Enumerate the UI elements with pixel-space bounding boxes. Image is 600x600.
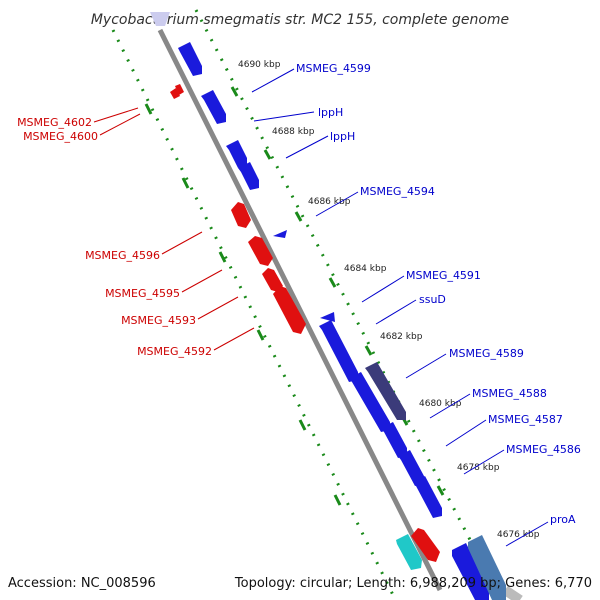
tick-label-4680: 4680 kbp — [419, 399, 462, 409]
gene-lppH-1[interactable] — [201, 90, 226, 124]
gene-label-msmeg-4602[interactable]: MSMEG_4602 — [17, 116, 92, 129]
gene-label-msmeg-4588[interactable]: MSMEG_4588 — [472, 387, 547, 400]
gene-msmeg-4594[interactable] — [273, 230, 287, 238]
gene-proA[interactable] — [468, 535, 506, 600]
gene-msmeg-4586[interactable] — [413, 476, 442, 518]
gene-msmeg-4589[interactable] — [349, 372, 390, 432]
reverse-genes — [170, 84, 440, 562]
gc-track-outer — [194, 9, 498, 591]
tick-label-4676: 4676 kbp — [497, 530, 540, 540]
gene-msmeg-4596[interactable] — [231, 202, 251, 228]
gene-label-msmeg-4592[interactable]: MSMEG_4592 — [137, 345, 212, 358]
tick-label-4690: 4690 kbp — [238, 60, 281, 70]
backbone-top-marker — [150, 12, 170, 26]
gene-label-msmeg-4594[interactable]: MSMEG_4594 — [360, 185, 435, 198]
gene-label-lppH-1[interactable]: lppH — [318, 106, 343, 119]
reverse-labels: MSMEG_4602 MSMEG_4600 MSMEG_4596 MSMEG_4… — [17, 116, 212, 358]
reverse-leader-lines — [93, 107, 255, 351]
gene-msmeg-4588[interactable] — [381, 422, 407, 458]
gene-label-msmeg-4587[interactable]: MSMEG_4587 — [488, 413, 563, 426]
tick-label-4682: 4682 kbp — [380, 332, 423, 342]
gene-label-msmeg-4589[interactable]: MSMEG_4589 — [449, 347, 524, 360]
tick-label-4688: 4688 kbp — [272, 127, 315, 137]
gene-label-msmeg-4600[interactable]: MSMEG_4600 — [23, 130, 98, 143]
gene-msmeg-4593-small[interactable] — [262, 268, 283, 292]
gene-label-lppH-2[interactable]: lppH — [330, 130, 355, 143]
tick-label-4686: 4686 kbp — [308, 197, 351, 207]
forward-leader-lines — [251, 68, 549, 547]
gene-label-msmeg-4599[interactable]: MSMEG_4599 — [296, 62, 371, 75]
topology-text: Topology: circular; Length: 6,988,209 bp… — [234, 576, 592, 591]
gene-msmeg-4599[interactable] — [178, 42, 202, 76]
gene-label-msmeg-4596[interactable]: MSMEG_4596 — [85, 249, 160, 262]
forward-genes — [178, 42, 489, 600]
gc-track-inner — [111, 29, 395, 596]
gene-lppH-2[interactable] — [226, 140, 247, 168]
gene-label-msmeg-4591[interactable]: MSMEG_4591 — [406, 269, 481, 282]
gene-label-msmeg-4595[interactable]: MSMEG_4595 — [105, 287, 180, 300]
gene-msmeg-4602[interactable] — [170, 88, 180, 99]
gene-cyan[interactable] — [396, 534, 422, 570]
gene-msmeg-4587[interactable] — [398, 450, 424, 486]
gene-msmeg-4600[interactable] — [175, 84, 184, 95]
gene-msmeg-4594-small[interactable] — [238, 162, 259, 190]
map-title: Mycobacterium smegmatis str. MC2 155, co… — [91, 12, 509, 28]
gene-msmeg-4593[interactable] — [273, 286, 306, 334]
tick-label-4678: 4678 kbp — [457, 463, 500, 473]
gene-label-msmeg-4586[interactable]: MSMEG_4586 — [506, 443, 581, 456]
forward-labels: MSMEG_4599 lppH lppH MSMEG_4594 MSMEG_45… — [296, 62, 581, 526]
tick-label-4684: 4684 kbp — [344, 264, 387, 274]
genome-backbone — [157, 28, 443, 592]
tick-labels: 4690 kbp 4688 kbp 4686 kbp 4684 kbp 4682… — [238, 60, 540, 540]
gene-ssuD[interactable] — [319, 320, 358, 382]
gene-bottom-red[interactable] — [411, 528, 440, 562]
gene-dark-purple[interactable] — [365, 362, 406, 420]
gene-label-proA[interactable]: proA — [550, 513, 576, 526]
gene-msmeg-4591[interactable] — [320, 312, 335, 322]
gene-bottom-1[interactable] — [452, 543, 489, 600]
backbone-bottom-cap — [502, 585, 523, 600]
gene-label-ssuD[interactable]: ssuD — [419, 293, 446, 306]
gene-label-msmeg-4593[interactable]: MSMEG_4593 — [121, 314, 196, 327]
gene-msmeg-4595[interactable] — [248, 236, 273, 266]
accession-text: Accession: NC_008596 — [8, 576, 156, 591]
